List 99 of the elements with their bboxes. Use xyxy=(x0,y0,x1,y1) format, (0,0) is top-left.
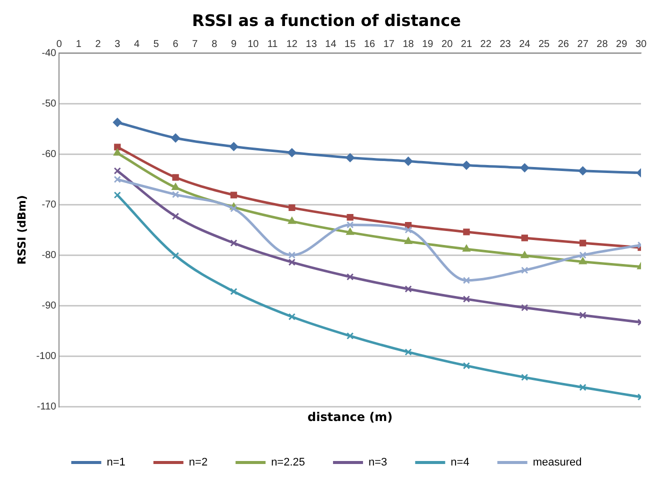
point xyxy=(404,285,412,293)
y-tick-label: -90 xyxy=(42,300,57,312)
point xyxy=(287,148,296,158)
point xyxy=(288,252,296,259)
x-tick-label: 3 xyxy=(114,38,121,50)
x-tick-label: 28 xyxy=(596,38,608,50)
point xyxy=(346,153,355,162)
point xyxy=(579,240,586,246)
point xyxy=(288,258,296,266)
point xyxy=(346,332,354,340)
x-tick-label: 14 xyxy=(325,38,337,50)
x-tick-label: 23 xyxy=(500,38,512,50)
x-tick-label: 5 xyxy=(153,38,160,50)
point xyxy=(114,144,121,150)
x-tick-label: 29 xyxy=(616,38,628,50)
point xyxy=(521,234,528,242)
chart-title: RSSI as a function of distance xyxy=(192,10,462,30)
point xyxy=(404,156,413,166)
point xyxy=(288,204,296,212)
y-tick-label: -50 xyxy=(42,98,57,110)
point xyxy=(229,142,238,152)
point xyxy=(171,134,180,143)
x-tick-label: 22 xyxy=(480,38,492,50)
x-tick-label: 27 xyxy=(577,38,589,50)
x-tick-label: 19 xyxy=(422,38,434,50)
y-axis-title: RSSI (dBm) xyxy=(15,195,28,265)
point xyxy=(172,252,180,260)
x-tick-label: 13 xyxy=(306,38,318,50)
x-tick-label: 21 xyxy=(460,38,472,50)
x-tick-label: 11 xyxy=(267,38,278,50)
point xyxy=(578,257,587,264)
x-tick-label: 1 xyxy=(76,38,82,50)
point xyxy=(114,191,121,199)
x-tick-label: 9 xyxy=(230,38,237,50)
point xyxy=(462,295,470,303)
x-tick-label: 4 xyxy=(134,38,140,50)
point xyxy=(288,216,296,224)
legend-label: n=1 xyxy=(106,456,126,469)
point xyxy=(230,288,238,296)
x-tick-label: 20 xyxy=(442,38,454,50)
x-tick-label: 24 xyxy=(519,38,531,50)
x-tick-label: 17 xyxy=(383,38,395,50)
x-tick-label: 12 xyxy=(286,38,298,50)
point xyxy=(462,362,470,370)
x-tick-label: 0 xyxy=(56,38,62,50)
point xyxy=(346,273,354,280)
point xyxy=(172,190,180,198)
point xyxy=(172,174,179,181)
x-tick-label: 8 xyxy=(212,38,218,50)
point xyxy=(346,228,354,235)
point xyxy=(579,384,586,391)
point xyxy=(404,226,412,234)
point xyxy=(462,276,470,284)
y-tick-label: -110 xyxy=(36,401,57,412)
point xyxy=(462,160,471,170)
legend-label: n=2 xyxy=(188,456,208,469)
point xyxy=(578,166,588,176)
point xyxy=(521,304,528,312)
legend-label: measured xyxy=(532,456,582,469)
point xyxy=(520,163,530,172)
x-tick-label: 16 xyxy=(364,38,376,50)
point xyxy=(346,221,354,228)
point xyxy=(346,214,354,221)
x-tick-label: 25 xyxy=(538,38,550,50)
point xyxy=(230,205,238,212)
point xyxy=(113,148,122,156)
point xyxy=(404,237,412,244)
x-tick-label: 30 xyxy=(635,38,647,50)
point xyxy=(230,239,238,247)
point xyxy=(230,192,238,198)
point xyxy=(521,266,528,274)
point xyxy=(172,212,180,220)
x-tick-label: 15 xyxy=(344,38,356,50)
point xyxy=(114,176,121,183)
point xyxy=(404,348,412,356)
legend-label: n=3 xyxy=(368,456,388,469)
legend-label: n=2.25 xyxy=(271,456,306,469)
x-tick-label: 2 xyxy=(95,38,102,50)
x-axis-title: distance (m) xyxy=(308,410,393,424)
y-tick-label: -100 xyxy=(36,350,57,362)
point xyxy=(114,167,121,174)
y-tick-label: -80 xyxy=(42,250,57,261)
x-tick-label: 18 xyxy=(402,38,414,50)
x-tick-label: 26 xyxy=(558,38,570,50)
point xyxy=(521,374,528,381)
x-tick-label: 7 xyxy=(192,38,198,50)
point xyxy=(462,244,470,252)
x-tick-label: 6 xyxy=(172,38,179,50)
y-tick-label: -40 xyxy=(42,48,57,59)
legend-label: n=4 xyxy=(450,456,470,469)
point xyxy=(520,251,529,258)
x-tick-label: 10 xyxy=(248,38,260,50)
point xyxy=(288,313,296,320)
y-tick-label: -70 xyxy=(42,199,57,210)
point xyxy=(463,228,470,236)
y-tick-label: -60 xyxy=(42,148,57,160)
point xyxy=(579,312,586,319)
point xyxy=(112,118,122,127)
point xyxy=(579,252,586,259)
